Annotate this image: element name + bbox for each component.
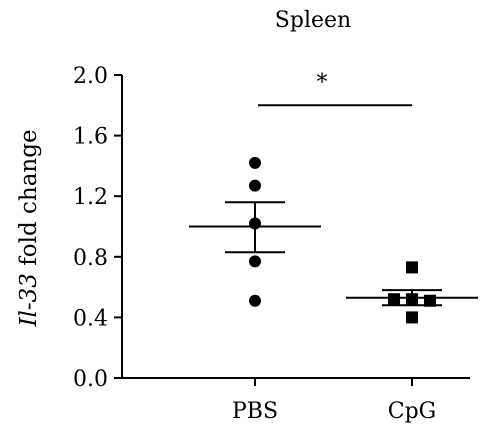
data-marks: * [189,70,478,324]
data-point [249,217,261,230]
data-point [249,179,261,192]
data-point [249,294,261,307]
data-point [388,293,400,306]
y-axis-label-gene: Il-33 [16,273,42,327]
data-point [249,156,261,169]
series-cpg [346,261,478,324]
data-point [424,294,436,307]
x-tick-label: PBS [232,399,278,424]
chart-title: Spleen [275,8,351,33]
data-point [249,255,261,268]
y-tick-label: 1.6 [73,125,108,150]
data-point [406,311,418,324]
y-tick-label: 2.0 [73,64,108,89]
x-tick-label: CpG [388,399,437,424]
y-tick-label: 0.0 [73,367,108,392]
series-pbs [189,156,321,307]
y-axis-label: Il-33 fold change [16,129,42,327]
data-point [406,261,418,274]
axes: 0.0 0.4 0.8 1.2 1.6 2.0 PBS CpG [73,64,470,424]
data-point [406,293,418,306]
y-tick-label: 0.8 [73,246,108,271]
y-tick-label: 1.2 [73,185,108,210]
y-tick-label: 0.4 [73,306,108,331]
y-axis-label-rest: fold change [16,129,42,273]
significance-label: * [317,70,328,95]
